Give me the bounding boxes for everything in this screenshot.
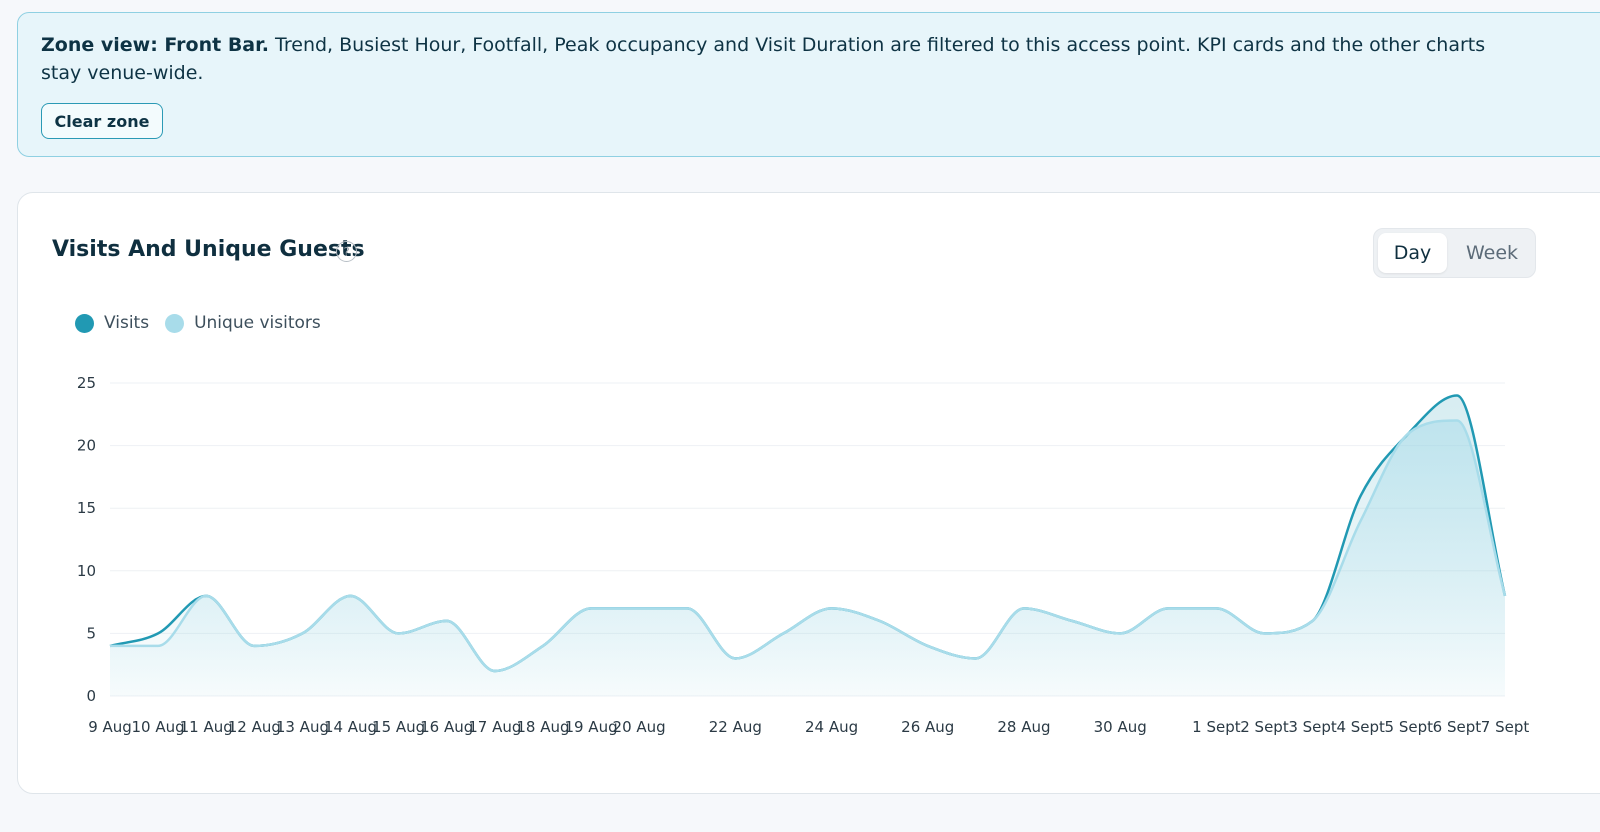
x-tick-label: 22 Aug <box>709 718 762 736</box>
x-tick-label: 5 Sept <box>1385 718 1434 736</box>
x-tick-label: 17 Aug <box>468 718 521 736</box>
x-tick-label: 20 Aug <box>613 718 666 736</box>
period-toggle: Day Week <box>1373 228 1536 278</box>
toggle-day[interactable]: Day <box>1378 233 1447 273</box>
x-tick-label: 24 Aug <box>805 718 858 736</box>
x-tick-label: 30 Aug <box>1094 718 1147 736</box>
legend-item-unique[interactable]: Unique visitors <box>165 313 321 333</box>
x-tick-label: 6 Sept <box>1433 718 1482 736</box>
y-tick-label: 10 <box>77 562 96 580</box>
x-tick-label: 16 Aug <box>420 718 473 736</box>
x-tick-label: 3 Sept <box>1288 718 1337 736</box>
unique-visitors-line <box>110 419 1507 673</box>
clear-zone-button[interactable]: Clear zone <box>41 103 163 139</box>
x-tick-label: 2 Sept <box>1240 718 1289 736</box>
x-tick-label: 1 Sept <box>1192 718 1241 736</box>
zone-banner-prefix: Zone view: Front Bar. <box>41 34 269 56</box>
legend-label-unique: Unique visitors <box>194 313 321 333</box>
help-icon[interactable]: ? <box>336 241 357 262</box>
x-tick-label: 14 Aug <box>324 718 377 736</box>
x-tick-label: 26 Aug <box>901 718 954 736</box>
x-tick-label: 9 Aug <box>88 718 132 736</box>
y-tick-label: 15 <box>77 499 96 517</box>
x-tick-label: 4 Sept <box>1336 718 1385 736</box>
x-tick-label: 28 Aug <box>997 718 1050 736</box>
x-tick-label: 18 Aug <box>516 718 569 736</box>
x-tick-label: 19 Aug <box>564 718 617 736</box>
legend-label-visits: Visits <box>104 313 150 333</box>
chart-legend: Visits Unique visitors <box>75 313 337 333</box>
y-tick-label: 25 <box>77 374 96 392</box>
x-tick-label: 10 Aug <box>132 718 185 736</box>
legend-item-visits[interactable]: Visits <box>75 313 149 333</box>
toggle-week[interactable]: Week <box>1465 242 1519 264</box>
x-tick-label: 7 Sept <box>1481 718 1530 736</box>
legend-dot-unique <box>165 313 185 333</box>
zone-banner-message: Trend, Busiest Hour, Footfall, Peak occu… <box>41 34 1486 84</box>
zone-banner: Zone view: Front Bar. Trend, Busiest Hou… <box>17 12 1600 157</box>
x-tick-label: 13 Aug <box>276 718 329 736</box>
card-title: Visits And Unique Guests <box>52 237 365 262</box>
y-tick-label: 5 <box>86 624 96 642</box>
x-tick-label: 15 Aug <box>372 718 425 736</box>
y-tick-label: 20 <box>77 437 96 455</box>
zone-banner-text: Zone view: Front Bar. Trend, Busiest Hou… <box>41 31 1521 87</box>
x-tick-label: 12 Aug <box>228 718 281 736</box>
x-tick-label: 11 Aug <box>180 718 233 736</box>
y-tick-label: 0 <box>86 687 96 705</box>
legend-dot-visits <box>75 313 94 333</box>
unique-visitors-area <box>110 420 1505 696</box>
